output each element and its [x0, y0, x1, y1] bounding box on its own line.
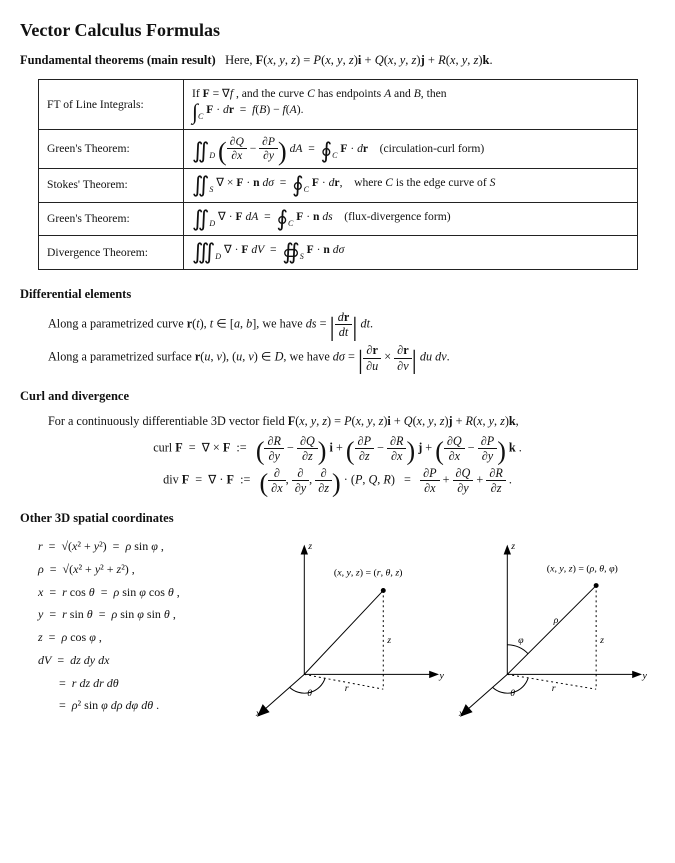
- coords-heading: Other 3D spatial coordinates: [20, 510, 655, 527]
- stokes-label: Stokes' Theorem:: [39, 168, 184, 202]
- green2-body: ∬D ∇ · F dA = ∮C F · n ds (flux-divergen…: [184, 202, 638, 236]
- theta-label2: θ: [510, 688, 515, 699]
- curl-div-heading: Curl and divergence: [20, 388, 655, 405]
- green2-note: (flux-divergence form): [344, 210, 450, 223]
- phi-label: φ: [518, 635, 524, 646]
- diff-elem-line2: Along a parametrized surface r(u, v), (u…: [48, 344, 655, 371]
- coord-diagram-spherical: z y x r θ ρ φ z (x, y, z) = (ρ, θ, φ): [453, 535, 655, 720]
- diff-elem-heading: Differential elements: [20, 286, 655, 303]
- axis-y-label: y: [439, 670, 445, 681]
- axis-x-label: x: [255, 708, 261, 719]
- z-label: z: [386, 635, 391, 646]
- theorem-table: FT of Line Integrals: If F = ∇f , and th…: [38, 79, 638, 270]
- stokes-body: ∬S ∇ × F · n dσ = ∮C F · dr, where C is …: [184, 168, 638, 202]
- green1-note: (circulation-curl form): [380, 141, 485, 154]
- curl-div-intro: For a continuously differentiable 3D vec…: [48, 413, 655, 429]
- ft-line-body: If F = ∇f , and the curve C has endpoint…: [184, 80, 638, 129]
- page-title: Vector Calculus Formulas: [20, 18, 655, 42]
- table-row: Divergence Theorem: ∭D ∇ · F dV = ∯S F ·…: [39, 236, 638, 270]
- theta-label: θ: [308, 688, 313, 699]
- div-thm-label: Divergence Theorem:: [39, 236, 184, 270]
- table-row: Green's Theorem: ∬D (∂Q∂x − ∂P∂y) dA = ∮…: [39, 129, 638, 168]
- axis-z-label2: z: [510, 541, 515, 552]
- coords-formulas: r = √(x² + y²) = ρ sin φ , ρ = √(x² + y²…: [38, 535, 250, 717]
- fundamental-heading-text: Fundamental theorems (main result): [20, 53, 216, 67]
- diff-elem-line1: Along a parametrized curve r(t), t ∈ [a,…: [48, 311, 655, 338]
- curl-formula: curl F = ∇ × F := (∂R∂y − ∂Q∂z) i + (∂P∂…: [20, 435, 655, 462]
- svg-text:(x, y, z) = (r, θ, z): (x, y, z) = (r, θ, z): [334, 568, 403, 579]
- fundamental-intro: Here, F(x, y, z) = P(x, y, z)i + Q(x, y,…: [225, 53, 493, 67]
- rho-label: ρ: [552, 615, 558, 626]
- axis-x-label2: x: [458, 708, 464, 719]
- r-label: r: [345, 683, 349, 694]
- green2-label: Green's Theorem:: [39, 202, 184, 236]
- axis-z-label: z: [307, 541, 312, 552]
- z-label2: z: [599, 635, 604, 646]
- table-row: Stokes' Theorem: ∬S ∇ × F · n dσ = ∮C F …: [39, 168, 638, 202]
- r-label2: r: [551, 683, 555, 694]
- table-row: Green's Theorem: ∬D ∇ · F dA = ∮C F · n …: [39, 202, 638, 236]
- coord-diagram-cylindrical: z y x r θ z (x, y, z) = (r, θ, z): [250, 535, 452, 720]
- div-formula: div F = ∇ · F := (∂∂x, ∂∂y, ∂∂z) · (P, Q…: [20, 467, 655, 494]
- green1-body: ∬D (∂Q∂x − ∂P∂y) dA = ∮C F · dr (circula…: [184, 129, 638, 168]
- svg-text:(x, y, z) = (ρ, θ, φ): (x, y, z) = (ρ, θ, φ): [546, 564, 617, 575]
- axis-y-label2: y: [641, 670, 647, 681]
- table-row: FT of Line Integrals: If F = ∇f , and th…: [39, 80, 638, 129]
- ft-line-label: FT of Line Integrals:: [39, 80, 184, 129]
- green1-label: Green's Theorem:: [39, 129, 184, 168]
- fundamental-heading: Fundamental theorems (main result) Here,…: [20, 52, 655, 69]
- div-thm-body: ∭D ∇ · F dV = ∯S F · n dσ: [184, 236, 638, 270]
